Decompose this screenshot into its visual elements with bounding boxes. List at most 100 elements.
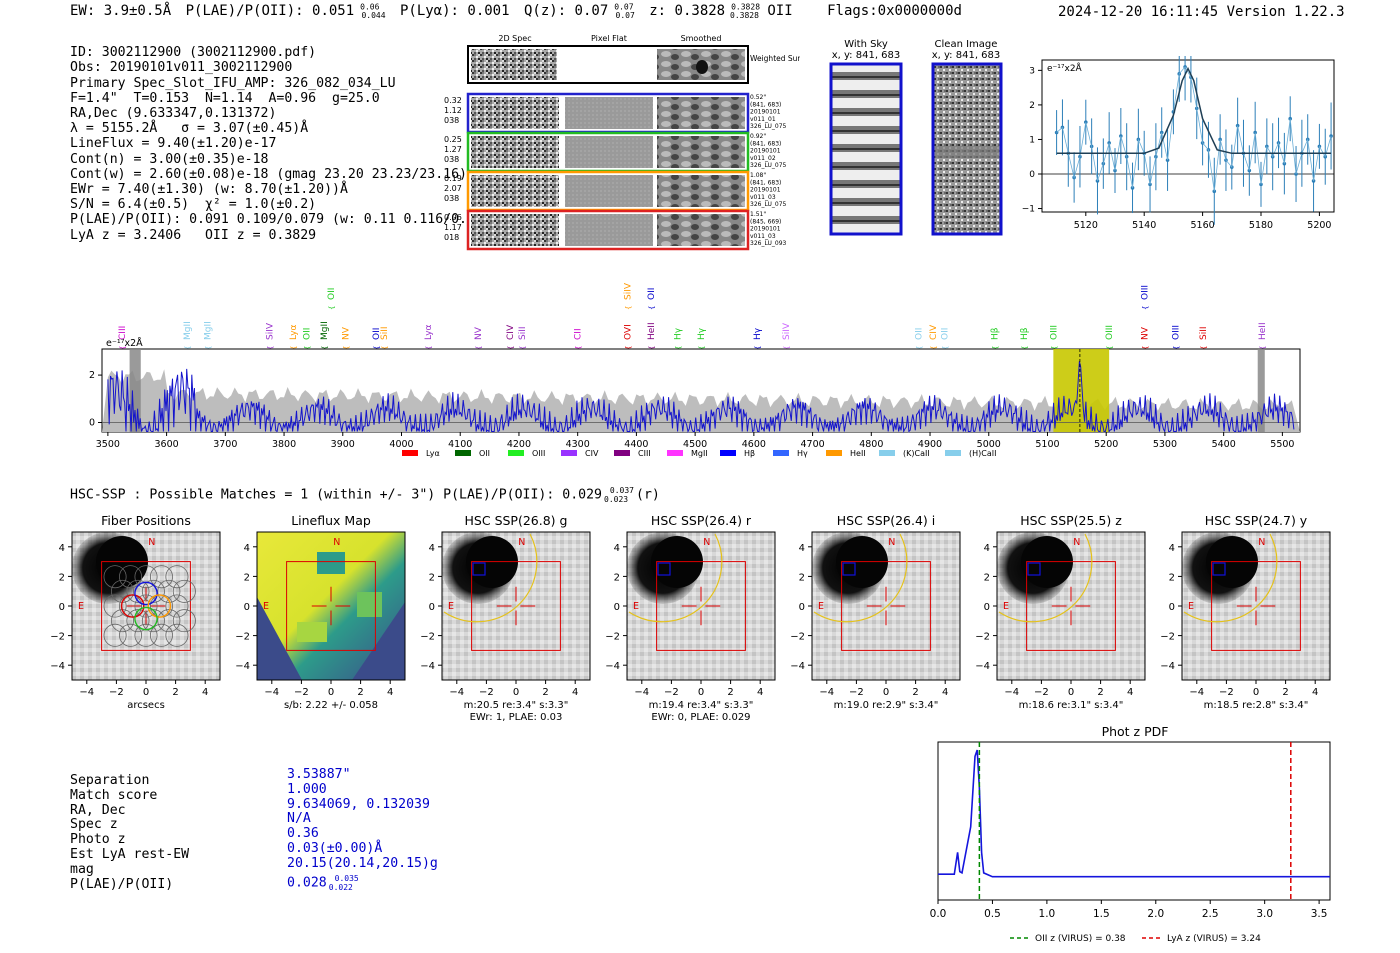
- detection-info: ID: 3002112900 (3002112900.pdf) Obs: 2019…: [70, 30, 499, 258]
- cutout-left-label: 2.07: [444, 184, 462, 193]
- x-tick-label: 3900: [331, 439, 355, 450]
- photz-frame: [937, 741, 1331, 901]
- spectral-line-bracket: {: [266, 346, 274, 350]
- info-line: Cont(w) = 2.60(±0.08)e-18 (gmag 23.20 23…: [70, 166, 467, 182]
- match-value: 0.03(±0.00)Å: [287, 840, 383, 856]
- spectral-line-bracket: {: [303, 346, 311, 350]
- x-tick-label: −4: [634, 687, 649, 698]
- x-tick-label: 4900: [918, 439, 942, 450]
- spectral-line-bracket: {: [321, 346, 329, 350]
- ew-value: EW: 3.9±0.5Å: [70, 2, 172, 19]
- cutout-right-label: (845, 669): [750, 218, 781, 225]
- qz-sup: 0.07: [614, 2, 634, 11]
- spectral-line-bracket: {: [648, 306, 656, 310]
- match-plae: 0.028: [287, 874, 327, 890]
- spectral-line-bracket: {: [205, 346, 213, 350]
- legend-label: HeII: [850, 449, 866, 458]
- match-value: 0.028 0.0350.022: [287, 872, 438, 896]
- spectral-line-label: MgII: [204, 321, 214, 340]
- x-tick-label: 3.5: [1311, 908, 1328, 920]
- cutout-pixel-flat: [565, 97, 653, 129]
- fiber-circle-blue: [134, 581, 158, 606]
- x-tick-label: 4100: [448, 439, 472, 450]
- x-tick-label: 2.5: [1202, 908, 1219, 920]
- spectral-line-label: OII: [647, 288, 657, 300]
- sky-panels: With Sky x, y: 841, 683 Clean Image x, y…: [829, 39, 1003, 236]
- legend-swatch: [773, 450, 789, 456]
- cutout-left-label: 038: [444, 194, 459, 203]
- spectrum-ylabel: e⁻¹⁷x2Å: [106, 337, 143, 349]
- x-tick-label: 4500: [683, 439, 707, 450]
- panel-caption: m:19.4 re:3.4" s:3.3": [649, 700, 754, 711]
- y-tick-label: 0: [799, 602, 805, 613]
- spectral-line-label: HeII: [1258, 322, 1268, 340]
- spectral-line-label: Hβ: [991, 327, 1001, 340]
- x-tick-label: 1.0: [1039, 908, 1056, 920]
- spectral-line-bracket: {: [425, 346, 433, 350]
- x-tick-label: −4: [449, 687, 464, 698]
- y-tick-label: 2: [59, 572, 65, 583]
- info-line: Primary Spec_Slot_IFU_AMP: 326_082_034_L…: [70, 75, 396, 91]
- x-tick-label: 3600: [155, 439, 179, 450]
- cutout-right-label: 326_LU_075: [750, 123, 787, 130]
- spectral-line-bracket: {: [1141, 346, 1149, 350]
- fiber-circle: [134, 565, 158, 589]
- spectral-line-bracket: {: [930, 346, 938, 350]
- spectral-line-bracket: {: [1106, 346, 1114, 350]
- fiber-circle: [157, 579, 181, 603]
- clean-image-title: Clean Image: [935, 39, 998, 50]
- legend-label: Hγ: [797, 449, 808, 458]
- match-value: 20.15(20.14,20.15)g: [287, 855, 438, 871]
- spectral-line-label: NV: [1140, 326, 1150, 340]
- spectral-line-label: OII: [941, 328, 951, 340]
- spectral-line-bracket: {: [475, 346, 483, 350]
- z-sup: 0.3828: [731, 2, 761, 11]
- aperture-box: [841, 561, 931, 651]
- hsc-title-band: (r): [636, 487, 660, 503]
- fiber-circle: [103, 623, 127, 647]
- aperture-box: [471, 561, 561, 651]
- lineflux-patch: [357, 592, 382, 617]
- y-tick-label: −4: [1160, 661, 1175, 672]
- masked-band: [129, 349, 141, 432]
- x-tick-label: 4: [942, 687, 948, 698]
- match-value: 1.000: [287, 781, 327, 797]
- cutout-right-label: v011_03: [750, 233, 776, 240]
- spectral-line-bracket: {: [698, 346, 706, 350]
- x-tick-label: 3800: [272, 439, 296, 450]
- x-tick-label: 5200: [1094, 439, 1118, 450]
- info-line: Obs: 20190101v011_3002112900: [70, 60, 293, 76]
- north-marker: N: [148, 537, 155, 548]
- panel-caption: m:20.5 re:3.4" s:3.3": [464, 700, 569, 711]
- cutout-pixel-flat: [565, 136, 653, 168]
- match-labels: Separation Match score RA, Dec Spec z Photo …: [70, 773, 189, 892]
- line-fit-ylabel: e⁻¹⁷x2Å: [1047, 62, 1083, 74]
- legend-swatch: [667, 450, 683, 456]
- spectral-line-bracket: {: [625, 346, 633, 350]
- x-tick-label: 0: [1253, 687, 1259, 698]
- y-tick-label: −4: [790, 661, 805, 672]
- z-line: OII: [767, 2, 793, 19]
- match-ellipse: [998, 533, 1093, 623]
- legend-swatch: [508, 450, 524, 456]
- y-tick-label: −2: [975, 632, 990, 643]
- cutout-right-label: (841, 683): [750, 140, 781, 147]
- y-tick-label: −2: [790, 632, 805, 643]
- info-line: S/N = 6.4(±0.5) χ² = 1.0(±0.2): [70, 197, 317, 213]
- legend-label: Hβ: [744, 449, 755, 458]
- y-tick-label: 0: [1169, 602, 1175, 613]
- spectral-line-label: CII: [574, 328, 584, 340]
- hsc-title-sup: 0.037: [609, 486, 634, 495]
- spectral-line-bracket: {: [675, 346, 683, 350]
- lineflux-patch: [297, 622, 327, 642]
- panel-caption: s/b: 2.22 +/- 0.058: [284, 700, 378, 711]
- fiber-circle: [165, 594, 189, 618]
- legend-label: MgII: [691, 449, 708, 458]
- panel-title: HSC SSP(24.7) y: [1205, 513, 1308, 528]
- legend-label: OII: [479, 449, 490, 458]
- match-ellipse: [443, 533, 538, 623]
- photz-chart: Phot z PDF 0.0 0.5 1.0 1.5 2.0 2.5 3.0 3.5 OII …: [930, 724, 1331, 944]
- cutout-left-label: 038: [444, 116, 459, 125]
- x-tick-label: 5500: [1270, 439, 1294, 450]
- x-tick-label: 4: [757, 687, 763, 698]
